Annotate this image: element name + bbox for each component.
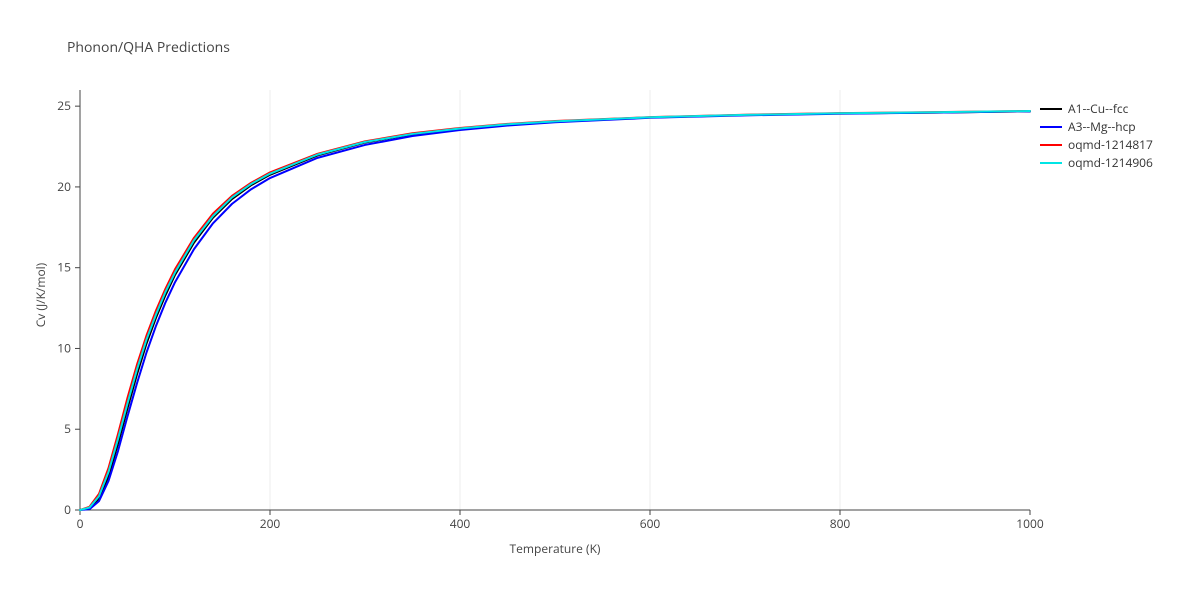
legend-label: A1--Cu--fcc [1068, 100, 1128, 118]
series-line [80, 111, 1030, 510]
y-axis-label: Cv (J/K/mol) [32, 250, 49, 340]
legend-swatch [1040, 108, 1062, 110]
series-line [80, 111, 1030, 510]
legend-swatch [1040, 144, 1062, 146]
legend-item[interactable]: oqmd-1214906 [1040, 154, 1153, 172]
y-tick-label: 0 [64, 501, 71, 518]
chart-svg: 0 200 400 600 800 1000 0 5 10 15 20 25 [0, 0, 1200, 600]
legend-label: oqmd-1214817 [1068, 136, 1153, 154]
series-line [80, 111, 1030, 510]
x-tick-label: 1000 [1016, 515, 1044, 532]
legend-swatch [1040, 162, 1062, 164]
x-tick-label: 800 [830, 515, 851, 532]
legend-item[interactable]: A3--Mg--hcp [1040, 118, 1153, 136]
x-tick-label: 400 [450, 515, 471, 532]
legend-label: A3--Mg--hcp [1068, 118, 1136, 136]
chart-container: { "chart": { "type": "line", "title": "P… [0, 0, 1200, 600]
x-tick-label: 0 [77, 515, 84, 532]
legend-swatch [1040, 126, 1062, 128]
y-tick-label: 10 [57, 339, 71, 356]
x-tick-label: 600 [640, 515, 661, 532]
y-tick-label: 25 [57, 97, 71, 114]
legend: A1--Cu--fccA3--Mg--hcpoqmd-1214817oqmd-1… [1040, 100, 1153, 172]
legend-item[interactable]: oqmd-1214817 [1040, 136, 1153, 154]
y-tick-label: 20 [57, 178, 71, 195]
y-tick-label: 5 [64, 420, 71, 437]
legend-label: oqmd-1214906 [1068, 154, 1153, 172]
series-line [80, 111, 1030, 510]
legend-item[interactable]: A1--Cu--fcc [1040, 100, 1153, 118]
x-axis-label: Temperature (K) [495, 540, 615, 557]
x-tick-label: 200 [260, 515, 281, 532]
y-tick-label: 15 [57, 259, 71, 276]
